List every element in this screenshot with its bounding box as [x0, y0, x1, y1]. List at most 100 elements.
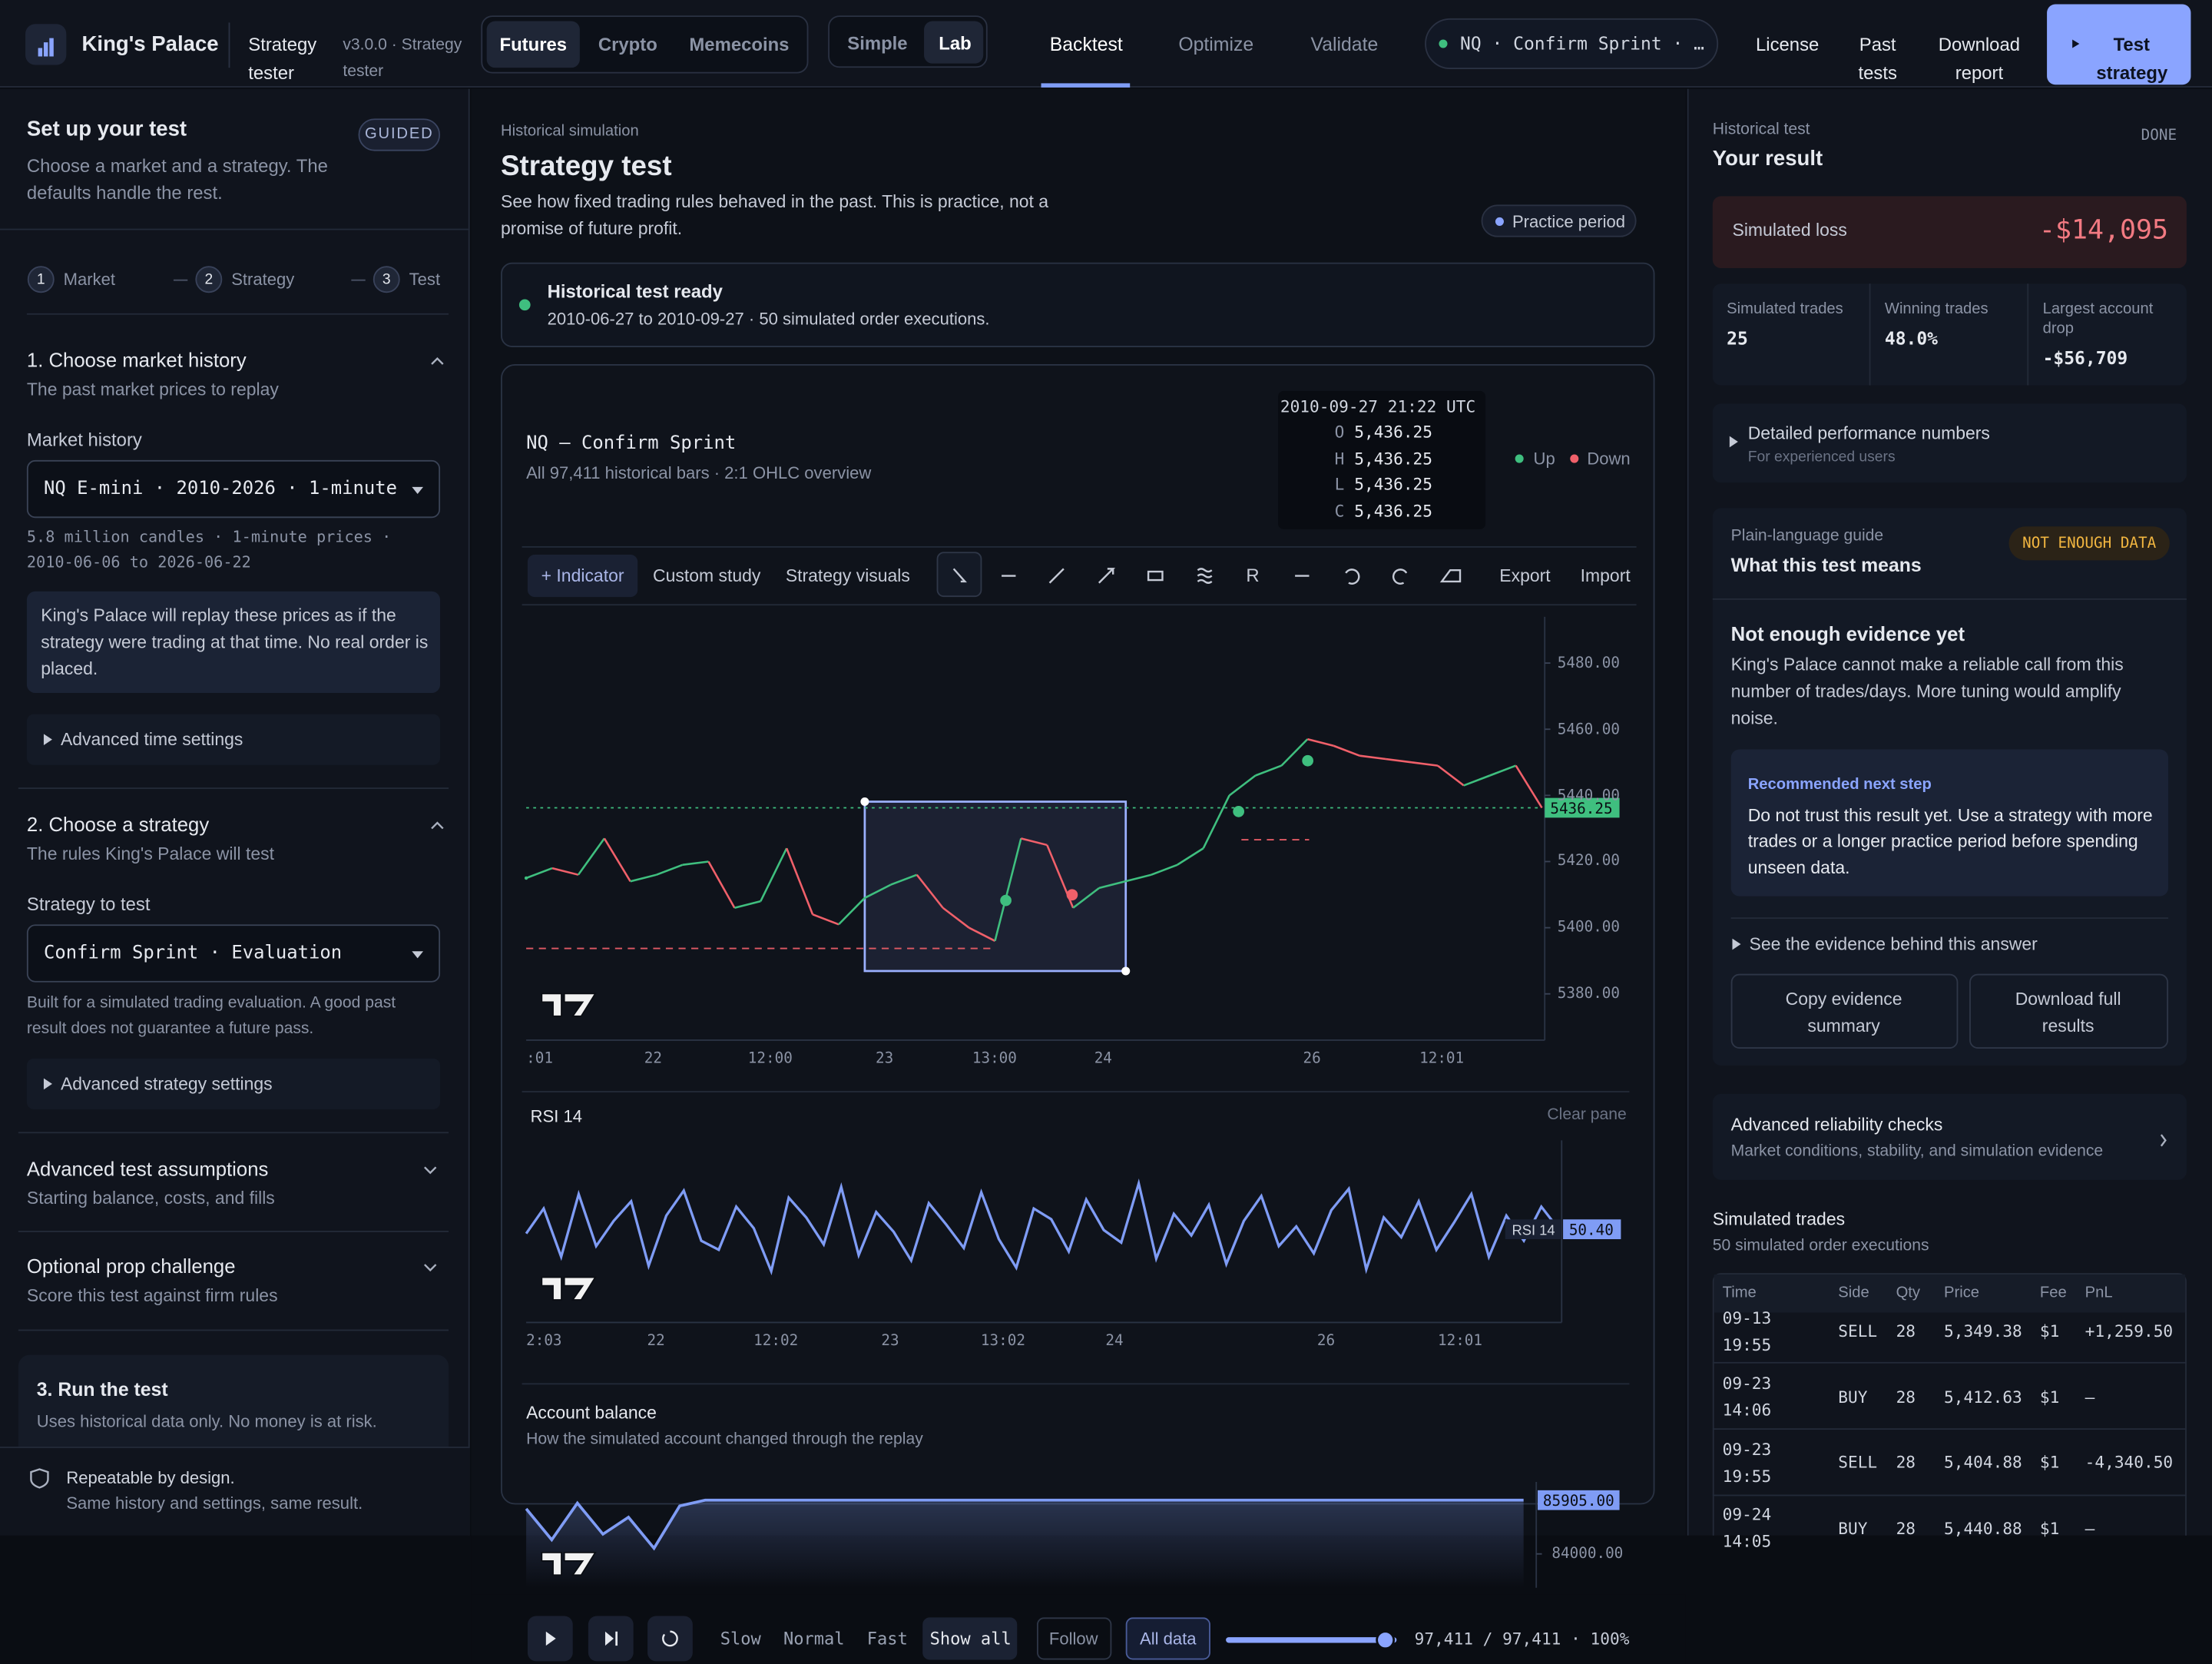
divider	[1712, 598, 2187, 600]
action-button[interactable]	[1730, 973, 1959, 1049]
price-segment	[812, 913, 839, 926]
price-segment	[525, 867, 553, 880]
evidence-link[interactable]: See the evidence behind this answer	[1749, 934, 2038, 954]
trade-time: 09-24 14:05	[1722, 1504, 1772, 1552]
rsi-value-label: 50.40	[1569, 1221, 1614, 1238]
price-segment	[838, 897, 866, 926]
pane-title: RSI 14	[530, 1106, 582, 1127]
tooltip-value: 5,436.25	[1354, 448, 1432, 469]
toolbar-button[interactable]: Custom study	[653, 565, 761, 586]
trade-time: 09-23 19:55	[1722, 1438, 1772, 1486]
toolbar-action[interactable]: Import	[1580, 565, 1631, 586]
details-card[interactable]	[1712, 403, 2187, 483]
follow-label[interactable]: Follow	[1048, 1629, 1098, 1649]
nav-link[interactable]: License	[1755, 34, 1820, 55]
section-title: Advanced test assumptions	[26, 1157, 269, 1180]
market-tab[interactable]: Futures	[499, 34, 568, 55]
tooltip-time: 2010-09-27 21:22 UTC	[1280, 396, 1476, 416]
speed-option[interactable]: Slow	[720, 1629, 761, 1649]
section-title: 1. Choose market history	[26, 348, 247, 372]
price-segment	[630, 873, 657, 883]
follow-button[interactable]	[1036, 1617, 1112, 1660]
stat-label: Winning trades	[1884, 300, 1988, 318]
legend-label: Up	[1533, 449, 1555, 469]
tab-underline	[1041, 83, 1131, 88]
control-button[interactable]	[647, 1616, 693, 1662]
select[interactable]	[26, 459, 441, 519]
advanced-toggle[interactable]	[26, 714, 441, 765]
cta-button[interactable]	[2047, 4, 2191, 85]
x-tick-label: 12:02	[753, 1332, 799, 1350]
indicator-button[interactable]	[527, 554, 638, 598]
divider	[522, 545, 1637, 548]
section-title: Optional prop challenge	[26, 1255, 236, 1278]
mode-active[interactable]	[924, 21, 984, 64]
bottom-fill	[1687, 1535, 2212, 1664]
market-tab[interactable]: Crypto	[598, 34, 657, 55]
range-button[interactable]	[1125, 1617, 1210, 1660]
nav-link[interactable]: Past tests	[1858, 34, 1897, 84]
info-box	[26, 591, 441, 694]
advanced-label[interactable]: Advanced strategy settings	[60, 1074, 273, 1094]
pane-action[interactable]: Clear pane	[1547, 1106, 1627, 1124]
trade-cell: —	[2085, 1517, 2095, 1538]
select[interactable]	[26, 924, 441, 983]
market-active[interactable]	[486, 21, 580, 68]
toolbar-button[interactable]: Strategy visuals	[785, 565, 910, 586]
last-price-box	[1545, 797, 1620, 818]
slider-track[interactable]	[1226, 1637, 1397, 1643]
tool-label[interactable]: R	[1246, 564, 1260, 586]
x-tick-label: 12:01	[1437, 1332, 1483, 1350]
divider	[228, 22, 230, 68]
mode-tab[interactable]: Lab	[939, 32, 972, 54]
status-title: Historical test ready	[547, 280, 723, 303]
cta-label[interactable]: Test strategy	[2096, 34, 2168, 84]
progress: 97,411 / 97,411 · 100%	[1414, 1629, 1630, 1649]
trade-cell: 28	[1896, 1321, 1916, 1341]
nav-link[interactable]: Download report	[1938, 34, 2021, 84]
chevron-icon	[424, 1264, 437, 1272]
mode-tab[interactable]: Simple	[847, 32, 908, 54]
range-label[interactable]: All data	[1140, 1629, 1197, 1649]
price-segment	[734, 900, 761, 909]
chevron-icon	[2160, 1134, 2167, 1147]
divider	[1712, 1361, 2187, 1364]
x-tick-label: 13:02	[980, 1332, 1025, 1350]
column-header: Fee	[2039, 1284, 2067, 1301]
balance-value-label: 85905.00	[1543, 1492, 1614, 1510]
price-segment	[1021, 837, 1048, 847]
trade-marker	[1233, 806, 1244, 817]
tool-fib	[1197, 573, 1213, 578]
run-subtitle: Uses historical data only. No money is a…	[36, 1411, 377, 1431]
toolbar-button[interactable]: + Indicator	[541, 565, 624, 586]
speed-active[interactable]	[922, 1617, 1018, 1660]
price-segment	[864, 883, 892, 899]
action-button[interactable]	[1969, 973, 2169, 1049]
toolbar-action[interactable]: Export	[1499, 565, 1551, 586]
trade-cell: +1,259.50	[2085, 1321, 2174, 1341]
advanced-toggle[interactable]	[26, 1058, 441, 1109]
reliability-card[interactable]	[1712, 1093, 2187, 1180]
divider	[18, 1132, 449, 1134]
step-label: Strategy	[231, 269, 295, 290]
run-title: 3. Run the test	[36, 1378, 168, 1400]
speed-option[interactable]: Normal	[783, 1629, 845, 1649]
action-label[interactable]: Copy evidence summary	[1785, 988, 1902, 1036]
selection-handle	[1121, 966, 1131, 976]
instrument-pill[interactable]	[1425, 18, 1719, 70]
loss-card	[1712, 196, 2187, 269]
speed-option[interactable]: Show all	[929, 1629, 1012, 1649]
nav-tab[interactable]: Optimize	[1178, 34, 1254, 55]
trade-cell: SELL	[1838, 1452, 1878, 1473]
section-subtitle: The past market prices to replay	[26, 380, 279, 399]
status-dot	[518, 299, 531, 311]
speed-option[interactable]: Fast	[866, 1629, 908, 1649]
nav-tab[interactable]: Validate	[1310, 34, 1379, 55]
action-label[interactable]: Download full results	[2015, 988, 2121, 1036]
nav-tab[interactable]: Backtest	[1049, 34, 1123, 55]
advanced-label[interactable]: Advanced time settings	[60, 729, 243, 750]
market-tab[interactable]: Memecoins	[689, 34, 790, 55]
selection-box	[863, 801, 1128, 973]
select-value: Confirm Sprint · Evaluation	[43, 943, 343, 964]
last-price-label: 5436.25	[1550, 800, 1612, 817]
